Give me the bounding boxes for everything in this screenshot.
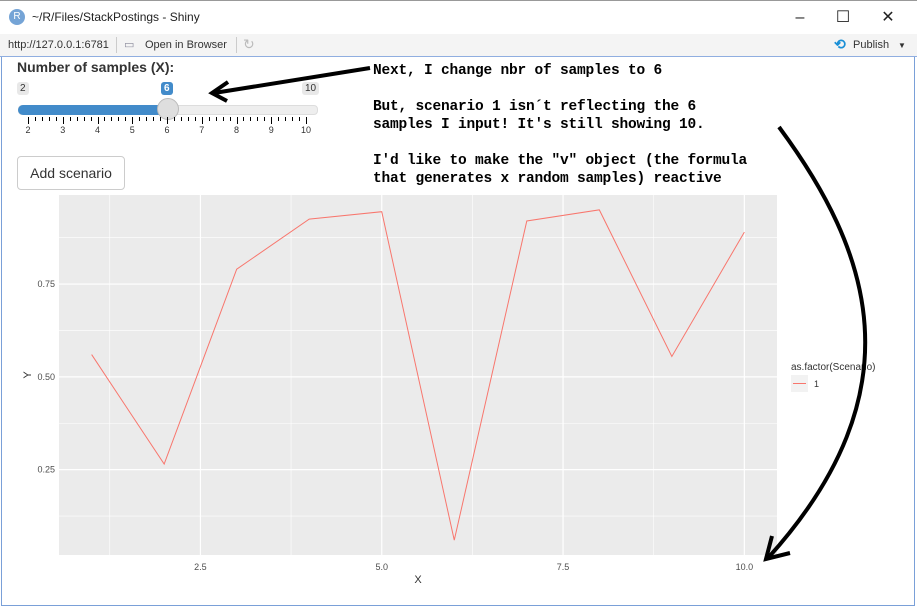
annotation-line: that generates x random samples) reactiv… (373, 171, 722, 187)
slider-tick (250, 117, 252, 121)
slider-tick (132, 117, 134, 124)
slider-max-label: 10 (302, 82, 320, 95)
x-tick-label: 2.5 (194, 562, 207, 572)
x-tick-label: 10.0 (736, 562, 754, 572)
slider-tick (187, 117, 189, 121)
slider-tick (194, 117, 196, 121)
slider-tick-label: 5 (129, 125, 135, 135)
x-tick-label: 7.5 (557, 562, 570, 572)
slider-min-label: 2 (17, 82, 29, 95)
slider-tick-label: 6 (164, 125, 170, 135)
chevron-down-icon[interactable]: ▼ (898, 41, 906, 50)
slider-tick (83, 117, 85, 121)
slider-tick (257, 117, 259, 121)
slider-tick-label: 8 (233, 125, 240, 135)
slider-tick-label: 7 (199, 125, 205, 135)
slider-tick (97, 117, 99, 124)
publish-icon: ⟲ (834, 36, 846, 52)
title-bar: R ~/R/Files/StackPostings - Shiny – ☐ ✕ (0, 0, 917, 35)
slider-tick (201, 117, 203, 124)
slider-tick (69, 117, 71, 121)
y-tick-label: 0.50 (37, 372, 55, 382)
minimize-button[interactable]: – (795, 9, 805, 26)
series-line (91, 209, 745, 541)
r-app-icon: R (9, 9, 25, 25)
slider-tick (278, 117, 280, 121)
legend-title: as.factor(Scenario) (791, 362, 875, 373)
slider-tick (153, 117, 155, 121)
slider-tick (146, 117, 148, 121)
slider-tick (55, 117, 57, 121)
x-axis-label: X (414, 574, 422, 586)
slider-tick (264, 117, 266, 121)
browser-icon: ▭ (124, 39, 135, 51)
slider-fill (18, 105, 168, 115)
x-tick-label: 5.0 (375, 562, 388, 572)
slider-tick (34, 117, 36, 121)
slider-tick (76, 117, 78, 121)
slider-value-label: 6 (161, 82, 173, 95)
open-in-browser-button[interactable]: Open in Browser (145, 39, 227, 51)
slider-tick (41, 117, 43, 121)
annotation-line: samples I input! It's still showing 10. (373, 117, 705, 133)
slider-tick-label: 9 (268, 125, 274, 135)
annotation-line: But, scenario 1 isn´t reflecting the 6 (373, 99, 697, 115)
slider-tick (285, 117, 287, 121)
annotation-line: Next, I change nbr of samples to 6 (373, 63, 663, 79)
slider-label: Number of samples (X): (17, 59, 175, 75)
annotation-line: I'd like to make the "v" object (the for… (373, 153, 748, 169)
legend-entry: 1 (814, 379, 819, 389)
slider-tick (236, 117, 238, 124)
slider-tick (167, 117, 168, 124)
slider-tick (28, 117, 29, 124)
y-tick-label: 0.25 (37, 465, 55, 475)
slider-tick (111, 117, 113, 121)
slider-tick (180, 117, 182, 121)
slider-tick (139, 117, 141, 121)
slider-handle[interactable] (157, 98, 179, 120)
slider-tick-label: 4 (94, 125, 101, 135)
add-scenario-button[interactable]: Add scenario (17, 156, 125, 190)
y-axis-label: Y (22, 371, 34, 379)
slider-tick (62, 117, 64, 124)
slider-tick (125, 117, 127, 121)
slider-tick (118, 117, 120, 121)
slider-tick (208, 117, 210, 121)
slider-tick (215, 117, 217, 121)
slider-tick (104, 117, 106, 121)
slider-tick (90, 117, 92, 121)
slider-tick (48, 117, 50, 121)
slider-tick (243, 117, 245, 121)
y-tick-label: 0.75 (37, 279, 55, 289)
slider-tick-label: 10 (300, 125, 312, 135)
slider-tick (271, 117, 273, 124)
window-title: ~/R/Files/StackPostings - Shiny (32, 10, 200, 24)
slider-tick-label: 2 (25, 125, 31, 135)
refresh-icon[interactable]: ↻ (243, 36, 255, 52)
slider-tick (173, 117, 175, 121)
slider-tick (299, 117, 301, 121)
slider-tick (292, 117, 294, 121)
url-text: http://127.0.0.1:6781 (8, 39, 109, 51)
publish-button[interactable]: Publish (853, 39, 890, 51)
line-chart: 2.5 5.0 7.5 10.0 0.25 0.50 0.75 X Yas.factor(Sce… (22, 195, 875, 586)
slider-tick (222, 117, 224, 121)
slider-tick (306, 117, 307, 124)
close-button[interactable]: ✕ (881, 9, 895, 26)
viewer-toolbar: http://127.0.0.1:6781 ▭ Open in Browser … (0, 34, 917, 57)
slider-tick-label: 3 (60, 125, 66, 135)
slider-tick (160, 117, 162, 121)
maximize-button[interactable]: ☐ (835, 9, 851, 26)
slider-tick (229, 117, 231, 121)
